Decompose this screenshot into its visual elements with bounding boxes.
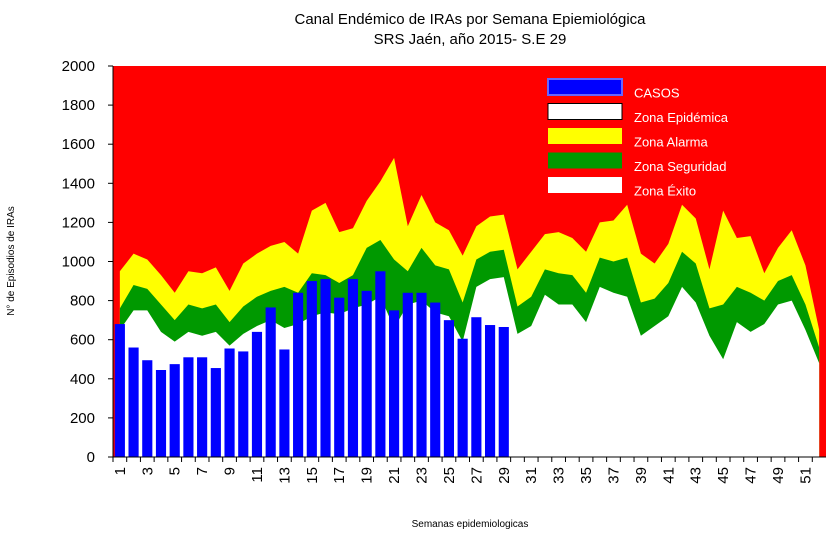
y-tick-label: 600 <box>70 332 95 349</box>
x-tick-label: 49 <box>770 467 787 484</box>
bar <box>375 271 386 457</box>
legend-label: Zona Epidémica <box>634 110 729 125</box>
bar <box>457 338 468 457</box>
x-tick-label: 9 <box>222 467 239 475</box>
y-tick-label: 400 <box>70 371 95 388</box>
y-tick-label: 200 <box>70 410 95 427</box>
y-axis-label: N° de Episodios de IRAs <box>6 206 17 316</box>
bar <box>389 310 400 457</box>
bar <box>430 302 441 457</box>
bar <box>402 292 413 457</box>
chart-title: Canal Endémico de IRAs por Semana Epiemi… <box>294 11 646 28</box>
x-tick-label: 19 <box>359 467 376 484</box>
x-tick-label: 11 <box>249 467 266 483</box>
x-tick-label: 41 <box>660 467 677 484</box>
bar <box>183 357 194 457</box>
bar <box>484 325 496 457</box>
y-tick-label: 1200 <box>62 214 95 231</box>
legend-swatch <box>548 128 622 144</box>
x-tick-label: 21 <box>386 467 403 484</box>
y-tick-label: 800 <box>70 293 95 310</box>
bar <box>128 347 139 457</box>
bar <box>224 348 235 457</box>
bar <box>210 368 221 457</box>
x-tick-label: 5 <box>167 467 184 475</box>
bar <box>361 290 372 457</box>
legend-swatch <box>547 103 623 120</box>
bar <box>471 317 482 457</box>
x-tick-label: 45 <box>715 467 732 484</box>
bar <box>279 349 290 457</box>
bar <box>306 281 317 457</box>
x-tick-label: 7 <box>194 467 211 475</box>
chart-subtitle: SRS Jaén, año 2015- S.E 29 <box>374 31 567 48</box>
legend-label: Zona Seguridad <box>634 159 727 174</box>
x-tick-label: 39 <box>633 467 650 484</box>
bar <box>443 320 455 457</box>
bar <box>114 324 125 457</box>
legend-swatch <box>548 177 622 193</box>
legend-label: CASOS <box>634 85 680 100</box>
legend-label: Zona Alarma <box>634 134 708 149</box>
bar <box>142 360 153 457</box>
bar <box>197 357 208 457</box>
x-tick-label: 29 <box>496 467 513 484</box>
x-tick-label: 25 <box>441 467 458 484</box>
x-tick-label: 27 <box>468 467 485 484</box>
y-tick-label: 0 <box>87 449 95 466</box>
x-tick-label: 37 <box>605 467 622 484</box>
legend-swatch <box>548 152 622 169</box>
x-tick-label: 43 <box>688 467 705 484</box>
legend-swatch <box>547 78 623 96</box>
bar <box>334 297 345 457</box>
legend-label: Zona Éxito <box>634 183 696 198</box>
bar <box>238 351 249 457</box>
x-tick-label: 17 <box>331 467 348 484</box>
bar <box>498 326 509 457</box>
y-tick-label: 1800 <box>62 97 95 114</box>
x-tick-label: 1 <box>112 467 129 475</box>
x-tick-label: 47 <box>743 467 760 484</box>
bar <box>416 292 427 457</box>
x-tick-label: 3 <box>139 467 156 475</box>
y-tick-label: 1600 <box>62 136 95 153</box>
x-tick-label: 33 <box>551 467 568 484</box>
bar <box>265 307 276 457</box>
bar <box>293 292 304 457</box>
x-axis-label: Semanas epidemiologicas <box>412 519 529 530</box>
bar <box>169 364 180 457</box>
bar <box>320 279 331 457</box>
x-tick-label: 23 <box>414 467 431 484</box>
x-tick-label: 31 <box>523 467 540 484</box>
y-tick-label: 2000 <box>62 58 95 75</box>
x-tick-label: 13 <box>276 467 293 484</box>
x-tick-label: 51 <box>797 467 814 484</box>
bar <box>251 331 263 457</box>
y-tick-label: 1000 <box>62 254 95 271</box>
x-tick-label: 15 <box>304 467 321 484</box>
y-tick-label: 1400 <box>62 175 95 192</box>
bar <box>347 279 359 457</box>
x-tick-label: 35 <box>578 467 595 484</box>
bar <box>155 370 167 457</box>
